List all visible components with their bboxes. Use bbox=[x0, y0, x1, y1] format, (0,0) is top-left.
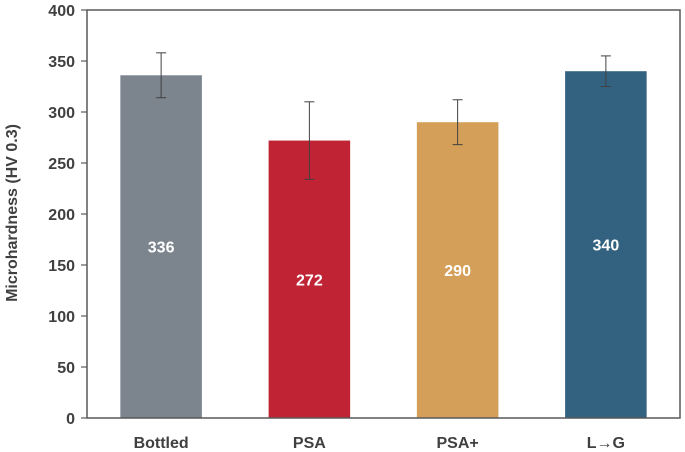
x-tick-label-3: L→G bbox=[587, 435, 625, 452]
data-label-1: 272 bbox=[296, 272, 323, 289]
error-bars bbox=[156, 52, 611, 180]
x-tick-label-2: PSA+ bbox=[437, 435, 479, 452]
x-axis: Bottled PSA PSA+ L→G bbox=[134, 435, 625, 452]
y-tick-label: 200 bbox=[48, 207, 75, 224]
data-label-3: 340 bbox=[593, 238, 620, 255]
bar-1 bbox=[268, 140, 351, 418]
x-tick-label-1: PSA bbox=[293, 435, 326, 452]
y-tick-label: 400 bbox=[48, 3, 75, 20]
bar-3 bbox=[565, 71, 647, 418]
x-tick-label-0: Bottled bbox=[134, 435, 189, 452]
bars bbox=[120, 71, 647, 418]
bar-0 bbox=[120, 75, 202, 418]
y-axis-label: Microhardness (HV 0.3) bbox=[4, 124, 21, 302]
y-tick-label: 150 bbox=[48, 258, 75, 275]
y-tick-label: 300 bbox=[48, 105, 75, 122]
y-tick-label: 250 bbox=[48, 156, 75, 173]
y-axis: 0 50 100 150 200 250 300 350 400 bbox=[48, 3, 87, 428]
y-tick-label: 100 bbox=[48, 309, 75, 326]
bar-2 bbox=[416, 122, 499, 418]
y-tick-label: 0 bbox=[66, 411, 75, 428]
plot-frame bbox=[86, 9, 681, 419]
data-labels: 336 272 290 340 bbox=[148, 238, 620, 290]
data-label-0: 336 bbox=[148, 240, 175, 257]
y-tick-label: 350 bbox=[48, 54, 75, 71]
data-label-2: 290 bbox=[444, 263, 471, 280]
y-tick-label: 50 bbox=[57, 360, 75, 377]
